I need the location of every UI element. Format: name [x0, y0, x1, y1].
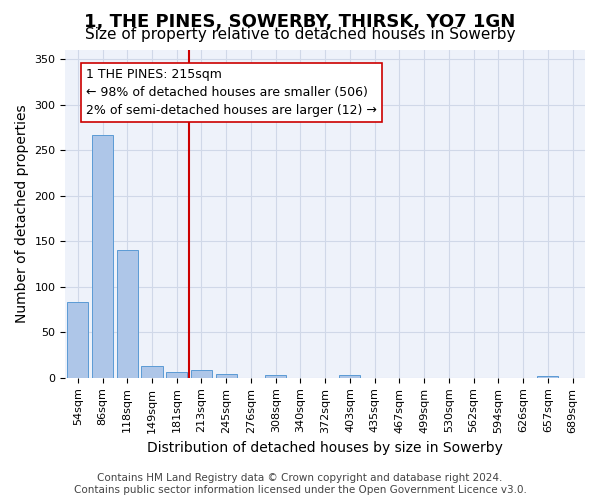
Bar	[340, 375, 361, 378]
X-axis label: Distribution of detached houses by size in Sowerby: Distribution of detached houses by size …	[147, 441, 503, 455]
Bar	[67, 302, 88, 378]
Bar	[117, 250, 138, 378]
Text: 1 THE PINES: 215sqm
← 98% of detached houses are smaller (506)
2% of semi-detach: 1 THE PINES: 215sqm ← 98% of detached ho…	[86, 68, 377, 117]
Text: Size of property relative to detached houses in Sowerby: Size of property relative to detached ho…	[85, 28, 515, 42]
Bar	[216, 374, 237, 378]
Y-axis label: Number of detached properties: Number of detached properties	[15, 104, 29, 323]
Bar	[166, 372, 187, 378]
Bar	[191, 370, 212, 378]
Bar	[265, 375, 286, 378]
Text: Contains HM Land Registry data © Crown copyright and database right 2024.
Contai: Contains HM Land Registry data © Crown c…	[74, 474, 526, 495]
Bar	[92, 134, 113, 378]
Bar	[142, 366, 163, 378]
Bar	[538, 376, 559, 378]
Text: 1, THE PINES, SOWERBY, THIRSK, YO7 1GN: 1, THE PINES, SOWERBY, THIRSK, YO7 1GN	[85, 12, 515, 30]
